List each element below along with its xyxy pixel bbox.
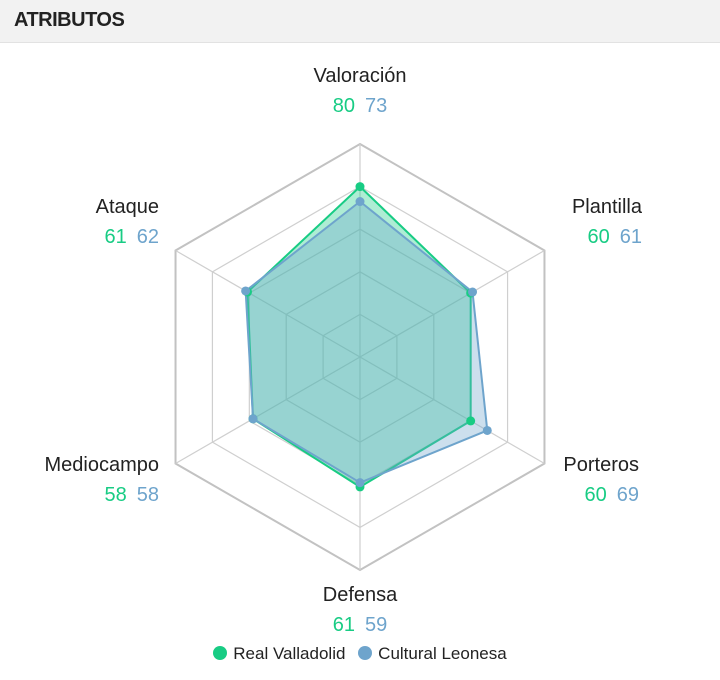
grid-spoke-2	[359, 249, 545, 358]
grid-spoke-6	[175, 249, 361, 358]
chart-legend: Real Valladolid Cultural Leonesa	[0, 644, 720, 664]
axis-value-series-a-2: 60	[588, 226, 610, 248]
series-2-point-6	[241, 286, 251, 296]
axis-value-series-b-3: 69	[617, 484, 639, 506]
series-1-point-3	[466, 416, 476, 426]
axis-value-series-b-4: 59	[365, 614, 387, 636]
series-area-2	[244, 200, 489, 484]
axis-value-series-a-4: 61	[333, 614, 355, 636]
axis-label-1: Valoración	[313, 65, 406, 87]
axis-label-4: Defensa	[323, 584, 398, 606]
axis-value-series-b-2: 61	[620, 226, 642, 248]
legend-item-series-a[interactable]: Real Valladolid	[213, 644, 345, 664]
axis-label-2: Plantilla	[572, 196, 643, 218]
axis-values-1: 80 73	[333, 95, 388, 117]
axis-values-3: 60 69	[585, 484, 640, 506]
axis-label-3: Porteros	[563, 454, 639, 476]
axis-value-series-b-5: 58	[137, 484, 159, 506]
radar-chart: Valoración 80 73 Plantilla 60 61 Porteros 60 69 D…	[44, 65, 643, 636]
axis-values-2: 60 61	[588, 226, 643, 248]
axis-value-series-a-3: 60	[585, 484, 607, 506]
axis-value-series-a-6: 61	[105, 226, 127, 248]
section-header: ATRIBUTOS	[0, 0, 720, 43]
legend-label-series-b: Cultural Leonesa	[378, 644, 507, 663]
axis-values-4: 61 59	[333, 614, 388, 636]
grid-spoke-5	[175, 356, 361, 465]
legend-dot-series-b	[358, 646, 373, 660]
axis-label-6: Ataque	[96, 196, 159, 218]
series-2-point-3	[482, 425, 492, 435]
axis-values-6: 61 62	[105, 226, 160, 248]
legend-dot-series-a	[213, 646, 228, 660]
legend-label-series-a: Real Valladolid	[233, 644, 346, 663]
legend-item-series-b[interactable]: Cultural Leonesa	[358, 644, 507, 664]
axis-value-series-a-1: 80	[333, 95, 355, 117]
axis-value-series-b-1: 73	[365, 95, 387, 117]
axis-value-series-a-5: 58	[105, 484, 127, 506]
series-2-point-4	[355, 478, 365, 488]
axis-values-5: 58 58	[105, 484, 160, 506]
series-2-point-2	[468, 287, 478, 297]
axis-value-series-b-6: 62	[137, 226, 159, 248]
axis-label-5: Mediocampo	[44, 454, 159, 476]
series-2-point-1	[355, 197, 365, 207]
grid-spoke-3	[359, 356, 545, 465]
series-2-point-5	[248, 414, 258, 424]
series-1-point-1	[355, 182, 365, 192]
section-title: ATRIBUTOS	[14, 9, 125, 31]
